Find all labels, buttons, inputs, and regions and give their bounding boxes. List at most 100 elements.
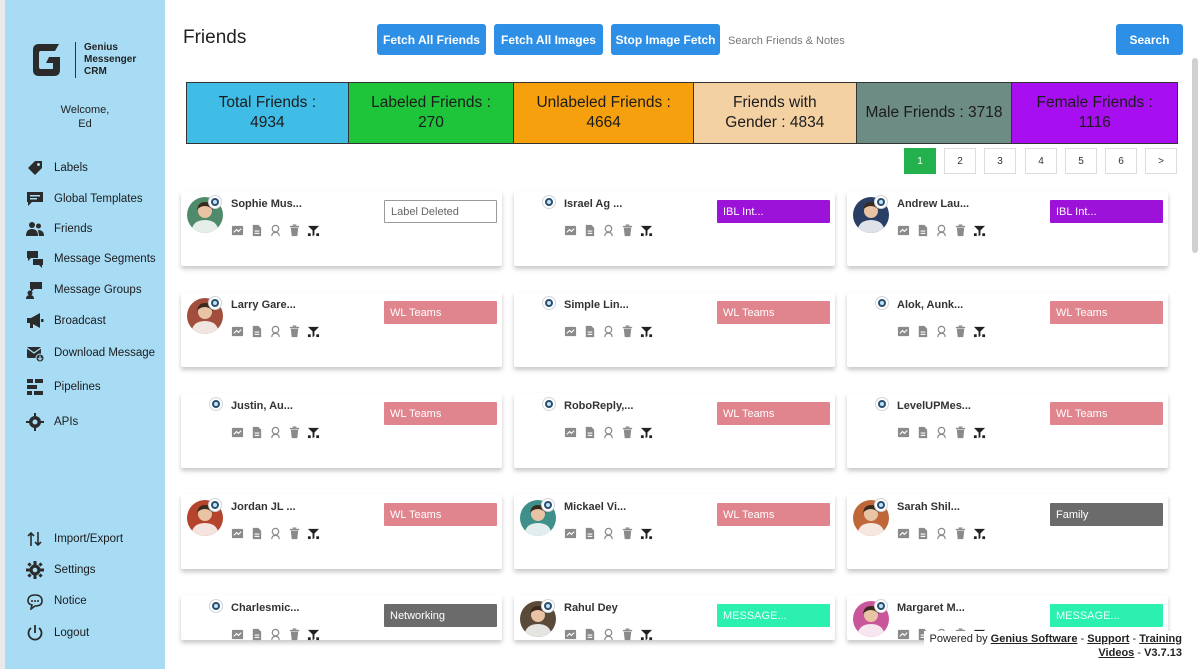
message-icon[interactable] — [896, 425, 910, 439]
friend-card[interactable]: Charlesmic... Networking — [181, 595, 502, 640]
friend-card[interactable]: Alok, Aunk... WL Teams — [847, 292, 1168, 367]
sidebar-item-download-message[interactable]: Download Message — [25, 344, 155, 362]
friend-name[interactable]: LevelUPMes... — [897, 400, 971, 412]
trash-icon[interactable] — [287, 425, 301, 439]
friend-label[interactable]: WL Teams — [1050, 402, 1163, 425]
notes-icon[interactable] — [915, 324, 929, 338]
friend-card[interactable]: Sophie Mus... Label Deleted — [181, 191, 502, 266]
gender-icon[interactable] — [268, 526, 282, 540]
page-1-button[interactable]: 1 — [904, 148, 936, 174]
trash-icon[interactable] — [287, 526, 301, 540]
gender-icon[interactable] — [934, 223, 948, 237]
gender-icon[interactable] — [601, 627, 615, 641]
sidebar-item-notice[interactable]: Notice — [25, 592, 87, 610]
notes-icon[interactable] — [249, 223, 263, 237]
sidebar-item-settings[interactable]: Settings — [25, 561, 96, 579]
sidebar-item-apis[interactable]: APIs — [25, 413, 78, 431]
friend-name[interactable]: Simple Lin... — [564, 299, 629, 311]
notes-icon[interactable] — [249, 526, 263, 540]
sidebar-item-friends[interactable]: Friends — [25, 220, 92, 238]
trash-icon[interactable] — [620, 526, 634, 540]
pipeline-action-icon[interactable] — [639, 324, 653, 338]
pipeline-action-icon[interactable] — [306, 324, 320, 338]
message-icon[interactable] — [230, 627, 244, 641]
gender-icon[interactable] — [601, 526, 615, 540]
pipeline-action-icon[interactable] — [306, 627, 320, 641]
message-icon[interactable] — [563, 425, 577, 439]
gender-icon[interactable] — [601, 324, 615, 338]
notes-icon[interactable] — [249, 425, 263, 439]
friend-card[interactable]: Jordan JL ... WL Teams — [181, 494, 502, 569]
friend-card[interactable]: Israel Ag ... IBL Int... — [514, 191, 835, 266]
pipeline-action-icon[interactable] — [639, 526, 653, 540]
sidebar-item-broadcast[interactable]: Broadcast — [25, 312, 106, 330]
page-2-button[interactable]: 2 — [944, 148, 976, 174]
sidebar-item-message-segments[interactable]: Message Segments — [25, 250, 156, 268]
friend-label[interactable]: WL Teams — [1050, 301, 1163, 324]
avatar[interactable] — [187, 500, 223, 536]
friend-name[interactable]: Larry Gare... — [231, 299, 296, 311]
message-icon[interactable] — [563, 627, 577, 641]
pipeline-action-icon[interactable] — [972, 223, 986, 237]
friend-name[interactable]: Charlesmic... — [231, 602, 300, 614]
notes-icon[interactable] — [582, 627, 596, 641]
message-icon[interactable] — [896, 223, 910, 237]
sidebar-item-message-groups[interactable]: Message Groups — [25, 281, 142, 299]
friend-name[interactable]: Alok, Aunk... — [897, 299, 964, 311]
friend-card[interactable]: Mickael Vi... WL Teams — [514, 494, 835, 569]
search-input[interactable] — [723, 27, 1108, 55]
message-icon[interactable] — [230, 223, 244, 237]
friend-label[interactable]: WL Teams — [384, 402, 497, 425]
gender-icon[interactable] — [268, 627, 282, 641]
friend-label[interactable]: WL Teams — [717, 301, 830, 324]
friend-label[interactable]: Family — [1050, 503, 1163, 526]
support-link[interactable]: Support — [1087, 633, 1130, 645]
page-5-button[interactable]: 5 — [1065, 148, 1097, 174]
trash-icon[interactable] — [620, 425, 634, 439]
search-button[interactable]: Search — [1116, 24, 1183, 55]
message-icon[interactable] — [896, 526, 910, 540]
avatar[interactable] — [853, 601, 889, 637]
friend-label[interactable]: IBL Int... — [1050, 200, 1163, 223]
friend-name[interactable]: Israel Ag ... — [564, 198, 623, 210]
friend-card[interactable]: Rahul Dey MESSAGE... — [514, 595, 835, 640]
pipeline-action-icon[interactable] — [306, 526, 320, 540]
page-6-button[interactable]: 6 — [1105, 148, 1137, 174]
sidebar-item-import-export[interactable]: Import/Export — [25, 530, 123, 548]
notes-icon[interactable] — [582, 526, 596, 540]
friend-label[interactable]: WL Teams — [717, 503, 830, 526]
trash-icon[interactable] — [953, 425, 967, 439]
message-icon[interactable] — [230, 324, 244, 338]
trash-icon[interactable] — [287, 324, 301, 338]
notes-icon[interactable] — [249, 627, 263, 641]
friend-name[interactable]: RoboReply,... — [564, 400, 634, 412]
friend-label[interactable]: WL Teams — [384, 503, 497, 526]
fetch-all-friends-button[interactable]: Fetch All Friends — [377, 24, 486, 55]
message-icon[interactable] — [230, 526, 244, 540]
friend-card[interactable]: Andrew Lau... IBL Int... — [847, 191, 1168, 266]
friend-label[interactable]: WL Teams — [384, 301, 497, 324]
pipeline-action-icon[interactable] — [639, 627, 653, 641]
gender-icon[interactable] — [934, 324, 948, 338]
friend-label[interactable]: IBL Int... — [717, 200, 830, 223]
friend-card[interactable]: Simple Lin... WL Teams — [514, 292, 835, 367]
gender-icon[interactable] — [268, 324, 282, 338]
friend-name[interactable]: Justin, Au... — [231, 400, 293, 412]
pipeline-action-icon[interactable] — [639, 223, 653, 237]
sidebar-item-labels[interactable]: Labels — [25, 159, 88, 177]
sidebar-item-logout[interactable]: Logout — [25, 624, 89, 642]
trash-icon[interactable] — [620, 223, 634, 237]
friend-name[interactable]: Margaret M... — [897, 602, 965, 614]
gender-icon[interactable] — [601, 425, 615, 439]
trash-icon[interactable] — [953, 223, 967, 237]
friend-card[interactable]: Justin, Au... WL Teams — [181, 393, 502, 468]
pipeline-action-icon[interactable] — [972, 526, 986, 540]
friend-card[interactable]: Sarah Shil... Family — [847, 494, 1168, 569]
pipeline-action-icon[interactable] — [972, 425, 986, 439]
notes-icon[interactable] — [249, 324, 263, 338]
sidebar-item-global-templates[interactable]: Global Templates — [25, 190, 143, 208]
pipeline-action-icon[interactable] — [306, 223, 320, 237]
message-icon[interactable] — [896, 627, 910, 641]
friend-name[interactable]: Jordan JL ... — [231, 501, 296, 513]
notes-icon[interactable] — [582, 324, 596, 338]
